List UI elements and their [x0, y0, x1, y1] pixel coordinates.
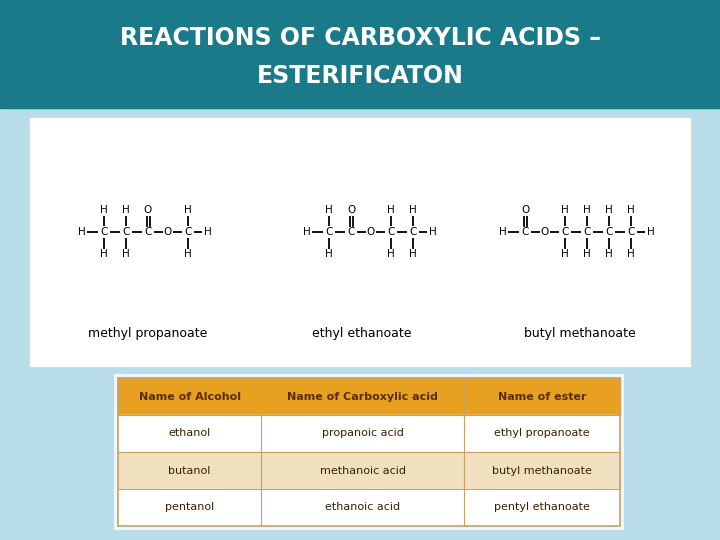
Text: H: H: [387, 249, 395, 259]
Text: methyl propanoate: methyl propanoate: [89, 327, 207, 341]
Text: O: O: [541, 227, 549, 237]
Text: H: H: [428, 227, 436, 237]
Text: methanoic acid: methanoic acid: [320, 465, 406, 476]
Text: H: H: [626, 249, 634, 259]
Text: Name of Carboxylic acid: Name of Carboxylic acid: [287, 392, 438, 402]
Text: O: O: [521, 205, 529, 215]
Text: O: O: [144, 205, 152, 215]
Text: H: H: [409, 205, 416, 215]
Text: H: H: [78, 227, 86, 237]
Text: O: O: [366, 227, 375, 237]
Text: H: H: [561, 249, 569, 259]
Text: butyl methanoate: butyl methanoate: [492, 465, 592, 476]
Text: butyl methanoate: butyl methanoate: [524, 327, 636, 341]
Text: H: H: [325, 249, 333, 259]
Text: C: C: [387, 227, 395, 237]
Text: butanol: butanol: [168, 465, 211, 476]
Text: ethyl propanoate: ethyl propanoate: [495, 429, 590, 438]
Bar: [118, 452, 620, 489]
Text: H: H: [325, 205, 333, 215]
Text: H: H: [100, 205, 108, 215]
Bar: [30, 118, 690, 366]
Bar: [118, 378, 620, 415]
Text: propanoic acid: propanoic acid: [322, 429, 404, 438]
Bar: [118, 489, 620, 526]
Text: C: C: [100, 227, 108, 237]
Text: C: C: [409, 227, 416, 237]
Text: pentyl ethanoate: pentyl ethanoate: [494, 503, 590, 512]
Text: H: H: [626, 205, 634, 215]
Text: H: H: [184, 249, 192, 259]
Text: C: C: [325, 227, 333, 237]
Text: ethanoic acid: ethanoic acid: [325, 503, 400, 512]
Text: H: H: [204, 227, 211, 237]
Bar: [118, 378, 620, 526]
Text: H: H: [582, 249, 590, 259]
Text: H: H: [184, 205, 192, 215]
Text: H: H: [100, 249, 108, 259]
Text: ESTERIFICATON: ESTERIFICATON: [256, 64, 464, 88]
Bar: [114, 374, 624, 530]
Text: H: H: [582, 205, 590, 215]
Text: Name of Alcohol: Name of Alcohol: [138, 392, 240, 402]
Text: H: H: [647, 227, 654, 237]
Text: REACTIONS OF CARBOXYLIC ACIDS –: REACTIONS OF CARBOXYLIC ACIDS –: [120, 26, 600, 50]
Text: ethyl ethanoate: ethyl ethanoate: [312, 327, 412, 341]
Text: C: C: [122, 227, 130, 237]
Text: H: H: [499, 227, 507, 237]
Text: H: H: [561, 205, 569, 215]
Text: C: C: [605, 227, 612, 237]
Text: H: H: [303, 227, 311, 237]
Text: C: C: [583, 227, 590, 237]
Text: H: H: [605, 205, 613, 215]
Text: Name of ester: Name of ester: [498, 392, 587, 402]
Text: O: O: [163, 227, 172, 237]
Text: C: C: [627, 227, 634, 237]
Text: pentanol: pentanol: [165, 503, 214, 512]
Bar: [0, 0, 720, 108]
Text: ethanol: ethanol: [168, 429, 211, 438]
Text: H: H: [122, 205, 130, 215]
Text: H: H: [387, 205, 395, 215]
Text: H: H: [122, 249, 130, 259]
Text: C: C: [561, 227, 568, 237]
Text: C: C: [144, 227, 152, 237]
Bar: [118, 415, 620, 452]
Text: H: H: [605, 249, 613, 259]
Text: C: C: [347, 227, 355, 237]
Text: H: H: [409, 249, 416, 259]
Text: O: O: [347, 205, 355, 215]
Text: C: C: [184, 227, 192, 237]
Text: C: C: [521, 227, 528, 237]
